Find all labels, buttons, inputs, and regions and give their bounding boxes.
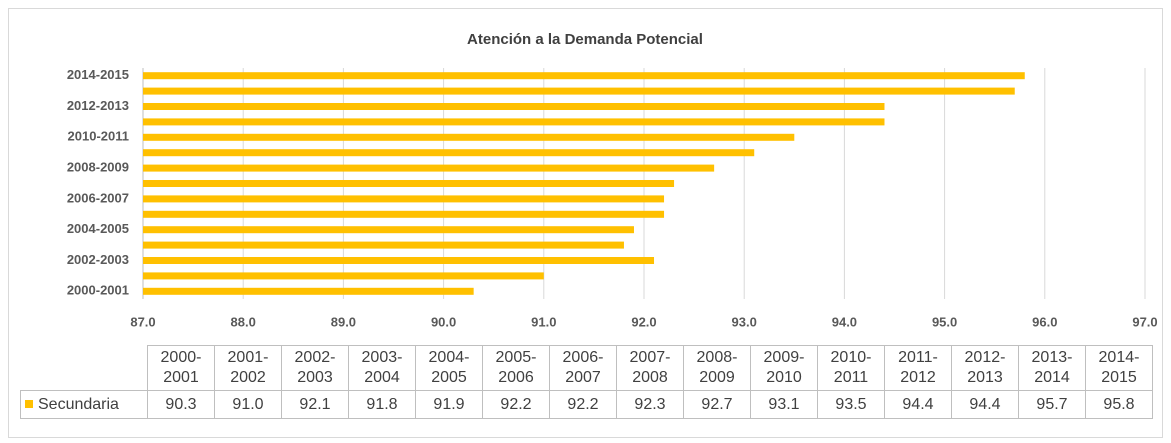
table-header-cell: 2007-2008 bbox=[616, 345, 684, 391]
table-header-text: 2000-2001 bbox=[160, 349, 202, 386]
table-value-cell: 92.2 bbox=[482, 390, 550, 419]
table-value-cell: 94.4 bbox=[884, 390, 952, 419]
x-tick-label: 92.0 bbox=[631, 314, 656, 329]
legend-cell: Secundaria bbox=[20, 390, 148, 419]
blank-cell bbox=[20, 345, 148, 391]
table-header-text: 2014-2015 bbox=[1098, 349, 1140, 386]
x-tick-label: 94.0 bbox=[832, 314, 857, 329]
table-header-text: 2010-2011 bbox=[830, 349, 872, 386]
y-tick-label: 2014-2015 bbox=[67, 67, 129, 82]
legend-label: Secundaria bbox=[38, 395, 119, 413]
bar bbox=[143, 103, 885, 110]
bar bbox=[143, 210, 665, 218]
table-value-cell: 92.1 bbox=[281, 390, 349, 419]
table-header-text: 2011-2012 bbox=[898, 349, 938, 386]
table-header-cell: 2008-2009 bbox=[683, 345, 751, 391]
x-tick-label: 87.0 bbox=[130, 314, 155, 329]
table-header-text: 2002-2003 bbox=[294, 349, 336, 386]
table-header-text: 2005-2006 bbox=[495, 349, 537, 386]
bar bbox=[143, 72, 1025, 80]
bar bbox=[143, 180, 675, 187]
table-header-text: 2007-2008 bbox=[629, 349, 671, 386]
bar bbox=[143, 118, 885, 126]
chart-title: Atención a la Demanda Potencial bbox=[467, 31, 703, 48]
table-header-cell: 2002-2003 bbox=[281, 345, 349, 391]
bar bbox=[143, 241, 624, 249]
x-tick-label: 96.0 bbox=[1032, 314, 1057, 329]
x-tick-label: 89.0 bbox=[331, 314, 356, 329]
bar bbox=[143, 287, 474, 295]
y-tick-label: 2010-2011 bbox=[68, 129, 129, 144]
bar bbox=[143, 195, 665, 203]
x-tick-label: 93.0 bbox=[732, 314, 757, 329]
bar bbox=[143, 257, 655, 264]
legend-swatch bbox=[25, 400, 33, 409]
table-header-text: 2003-2004 bbox=[361, 349, 403, 386]
bar bbox=[143, 272, 544, 280]
table-header-text: 2013-2014 bbox=[1031, 349, 1073, 386]
table-header-cell: 2014-2015 bbox=[1085, 345, 1153, 391]
x-tick-label: 88.0 bbox=[231, 314, 256, 329]
table-value-cell: 91.9 bbox=[415, 390, 483, 419]
bar bbox=[143, 164, 715, 172]
table-header-text: 2006-2007 bbox=[562, 349, 604, 386]
table-value-cell: 95.7 bbox=[1018, 390, 1086, 419]
table-header-text: 2004-2005 bbox=[428, 349, 470, 386]
x-tick-label: 97.0 bbox=[1132, 314, 1157, 329]
table-value-cell: 91.8 bbox=[348, 390, 416, 419]
table-header-cell: 2011-2012 bbox=[884, 345, 952, 391]
table-value-cell: 93.1 bbox=[750, 390, 818, 419]
table-header-cell: 2013-2014 bbox=[1018, 345, 1086, 391]
bar bbox=[143, 149, 755, 157]
table-value-cell: 92.3 bbox=[616, 390, 684, 419]
table-header-text: 2009-2010 bbox=[763, 349, 805, 386]
y-tick-label: 2012-2013 bbox=[67, 98, 129, 113]
table-header-cell: 2009-2010 bbox=[750, 345, 818, 391]
table-value-cell: 92.2 bbox=[549, 390, 617, 419]
table-header-text: 2008-2009 bbox=[696, 349, 738, 386]
y-tick-label: 2000-2001 bbox=[67, 283, 129, 298]
table-value-cell: 93.5 bbox=[817, 390, 885, 419]
bar bbox=[143, 87, 1015, 95]
y-tick-label: 2002-2003 bbox=[67, 252, 129, 267]
table-value-cell: 95.8 bbox=[1085, 390, 1153, 419]
data-table: 2000-2001 2001-2002 2002-2003 2003-2004 2004… bbox=[20, 345, 1153, 419]
table-header-cell: 2012-2013 bbox=[951, 345, 1019, 391]
table-header-text: 2012-2013 bbox=[964, 349, 1006, 386]
table-value-cell: 92.7 bbox=[683, 390, 751, 419]
table-value-cell: 94.4 bbox=[951, 390, 1019, 419]
y-tick-label: 2006-2007 bbox=[67, 190, 129, 205]
table-header-cell: 2003-2004 bbox=[348, 345, 416, 391]
table-header-cell: 2001-2002 bbox=[214, 345, 282, 391]
table-header-text: 2001-2002 bbox=[227, 349, 269, 386]
x-tick-label: 90.0 bbox=[431, 314, 456, 329]
table-value-cell: 90.3 bbox=[147, 390, 215, 419]
x-tick-label: 91.0 bbox=[531, 314, 556, 329]
bar bbox=[143, 133, 795, 141]
table-value-cell: 91.0 bbox=[214, 390, 282, 419]
table-header-cell: 2006-2007 bbox=[549, 345, 617, 391]
table-header-cell: 2000-2001 bbox=[147, 345, 215, 391]
bar bbox=[143, 226, 634, 234]
table-header-cell: 2004-2005 bbox=[415, 345, 483, 391]
table-header-cell: 2010-2011 bbox=[817, 345, 885, 391]
x-tick-label: 95.0 bbox=[932, 314, 957, 329]
table-header-cell: 2005-2006 bbox=[482, 345, 550, 391]
y-tick-label: 2004-2005 bbox=[67, 221, 129, 236]
y-tick-label: 2008-2009 bbox=[67, 160, 129, 175]
